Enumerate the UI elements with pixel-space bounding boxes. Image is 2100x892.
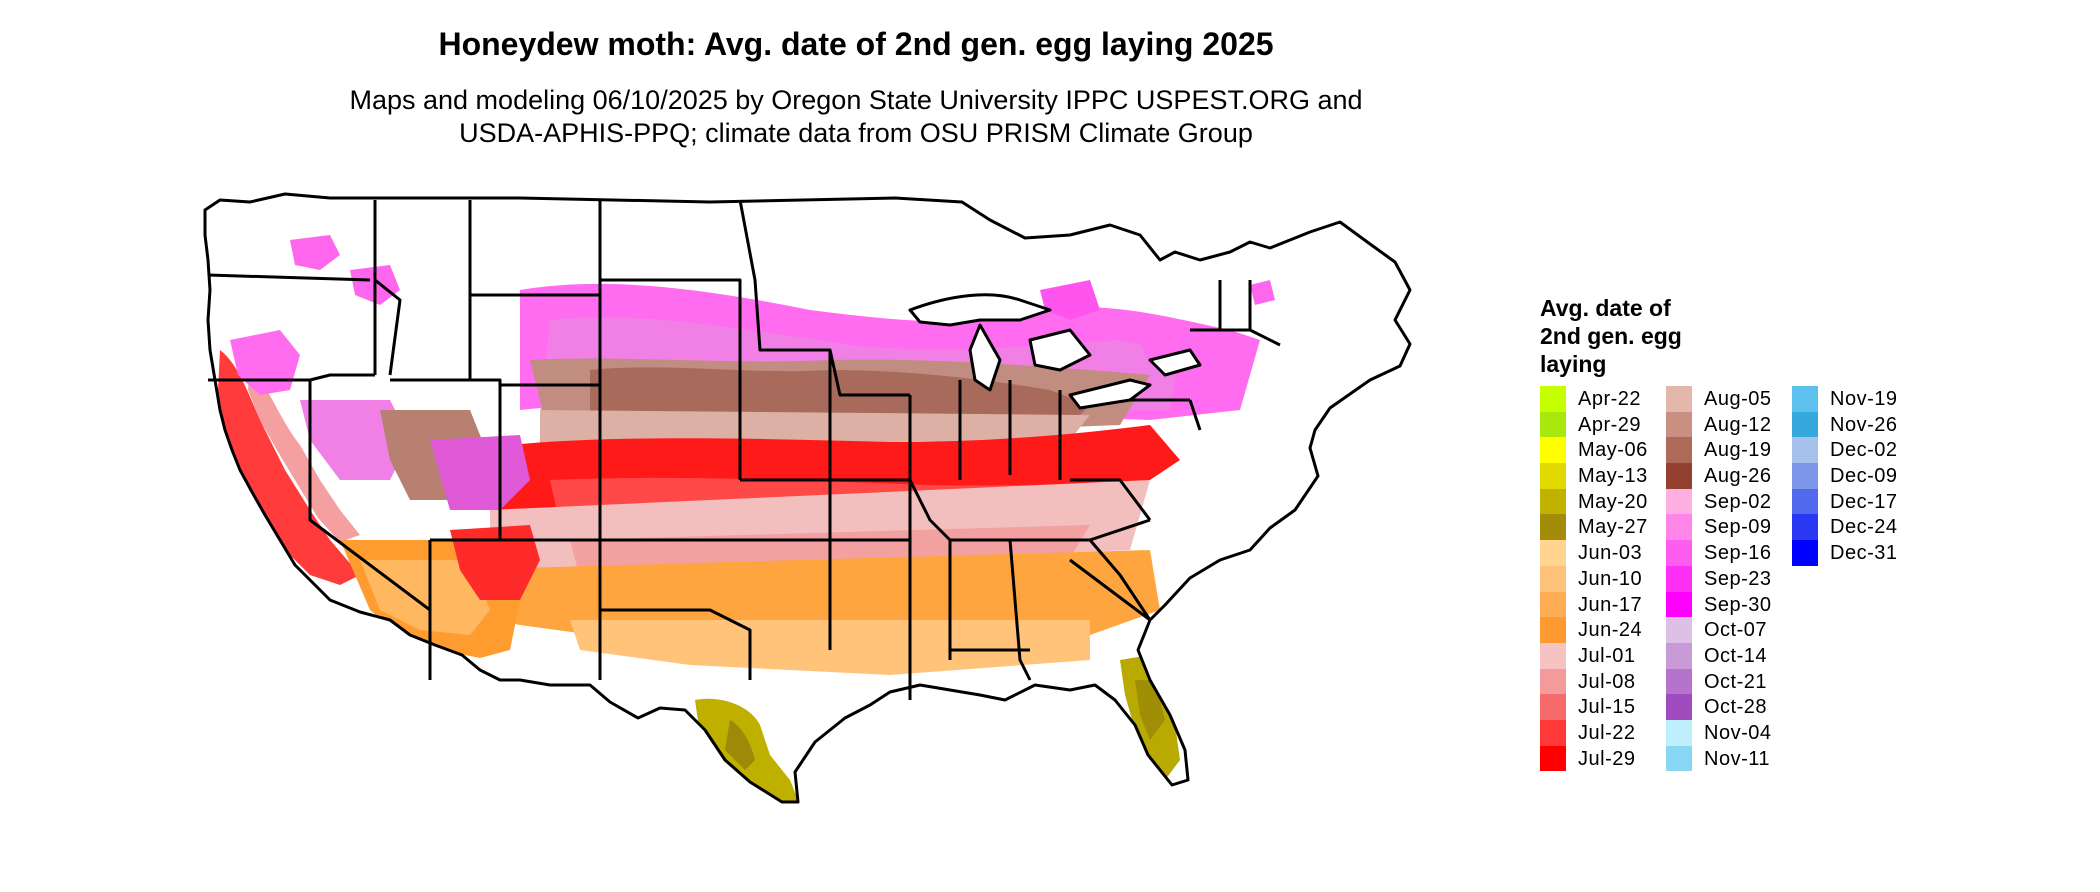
legend-swatch — [1792, 463, 1818, 489]
legend-label: Jul-08 — [1578, 670, 1636, 693]
legend-swatch — [1540, 617, 1566, 643]
legend-swatch — [1666, 668, 1692, 695]
legend-label: Dec-02 — [1830, 439, 1898, 462]
legend-label: Nov-11 — [1704, 747, 1770, 770]
map-subtitle: Maps and modeling 06/10/2025 by Oregon S… — [260, 84, 1452, 150]
legend-title-line-1: Avg. date of — [1540, 295, 1671, 321]
state-borders — [203, 192, 1412, 804]
legend-swatch — [1540, 668, 1566, 695]
legend-swatch — [1540, 514, 1566, 541]
legend-label: Apr-22 — [1578, 388, 1642, 410]
legend-label: May-06 — [1578, 439, 1648, 462]
legend-swatch — [1792, 411, 1818, 438]
legend-label: Dec-31 — [1830, 542, 1898, 565]
legend-label: May-20 — [1578, 490, 1648, 513]
legend-swatch — [1666, 565, 1692, 592]
great-lakes — [908, 293, 1202, 410]
legend-swatch — [1666, 386, 1692, 412]
legend-label: Jun-10 — [1578, 567, 1643, 590]
legend-label: Jun-24 — [1578, 619, 1643, 642]
legend-swatch — [1792, 386, 1818, 412]
legend-swatch — [1792, 514, 1818, 541]
legend-swatch — [1666, 745, 1692, 772]
legend-label: Jul-22 — [1578, 721, 1636, 744]
legend-label: Aug-19 — [1704, 439, 1772, 462]
legend-swatch — [1666, 463, 1692, 489]
legend-label: May-27 — [1578, 516, 1648, 539]
legend-swatch — [1540, 642, 1566, 669]
legend-swatch — [1792, 540, 1818, 566]
legend-title: Avg. date of 2nd gen. egg laying — [1540, 294, 1780, 378]
legend-swatch — [1666, 591, 1692, 618]
legend-swatch — [1666, 540, 1692, 566]
legend-swatch — [1666, 719, 1692, 746]
legend-title-line-2: 2nd gen. egg — [1540, 323, 1682, 349]
legend-swatch — [1540, 719, 1566, 746]
legend-label: May-13 — [1578, 465, 1648, 488]
legend-swatch — [1666, 514, 1692, 541]
legend-label: Sep-02 — [1704, 490, 1772, 513]
legend-label: Apr-29 — [1578, 413, 1642, 436]
legend-swatch — [1540, 488, 1566, 515]
legend-label: Oct-21 — [1704, 670, 1768, 693]
legend-swatch — [1666, 488, 1692, 515]
legend-label: Oct-07 — [1704, 619, 1768, 642]
legend-label: Jul-15 — [1578, 696, 1636, 719]
legend-swatch — [1666, 411, 1692, 438]
legend-swatch — [1666, 642, 1692, 669]
legend-swatch — [1540, 565, 1566, 592]
legend-label: Jun-03 — [1578, 542, 1643, 565]
legend-swatch — [1540, 463, 1566, 489]
subtitle-line-2: USDA-APHIS-PPQ; climate data from OSU PR… — [459, 118, 1253, 148]
phenology-color-fill — [205, 194, 1410, 802]
legend-label: Sep-16 — [1704, 542, 1772, 565]
legend-swatch — [1540, 540, 1566, 566]
legend-swatch — [1540, 386, 1566, 412]
legend-label: Sep-30 — [1704, 593, 1772, 616]
legend-swatch — [1666, 694, 1692, 720]
legend-swatch — [1792, 488, 1818, 515]
legend-label: Oct-28 — [1704, 696, 1768, 719]
legend-label: Dec-17 — [1830, 490, 1898, 513]
legend-label: Nov-04 — [1704, 721, 1772, 744]
legend-label: Aug-12 — [1704, 413, 1772, 436]
legend-title-line-3: laying — [1540, 351, 1607, 377]
legend-label: Sep-09 — [1704, 516, 1772, 539]
legend-swatch — [1666, 617, 1692, 643]
map-title: Honeydew moth: Avg. date of 2nd gen. egg… — [438, 26, 1274, 62]
legend-label: Oct-14 — [1704, 644, 1768, 667]
subtitle-line-1: Maps and modeling 06/10/2025 by Oregon S… — [349, 85, 1363, 115]
legend-label: Jun-17 — [1578, 593, 1643, 616]
legend-swatch — [1540, 745, 1566, 772]
legend-swatch — [1792, 437, 1818, 464]
us-phenology-map — [203, 192, 1412, 804]
legend-swatch — [1540, 694, 1566, 720]
legend-swatch — [1540, 437, 1566, 464]
legend-label: Dec-24 — [1830, 516, 1898, 539]
legend-label: Jul-01 — [1578, 644, 1636, 667]
legend-label: Dec-09 — [1830, 465, 1898, 488]
legend-label: Sep-23 — [1704, 567, 1772, 590]
legend-label: Aug-05 — [1704, 388, 1772, 410]
legend-label: Nov-26 — [1830, 413, 1898, 436]
legend-label: Nov-19 — [1830, 388, 1898, 410]
legend-label: Aug-26 — [1704, 465, 1772, 488]
legend-swatch — [1666, 437, 1692, 464]
legend-label: Jul-29 — [1578, 747, 1636, 770]
legend-swatch — [1540, 591, 1566, 618]
legend-swatch — [1540, 411, 1566, 438]
